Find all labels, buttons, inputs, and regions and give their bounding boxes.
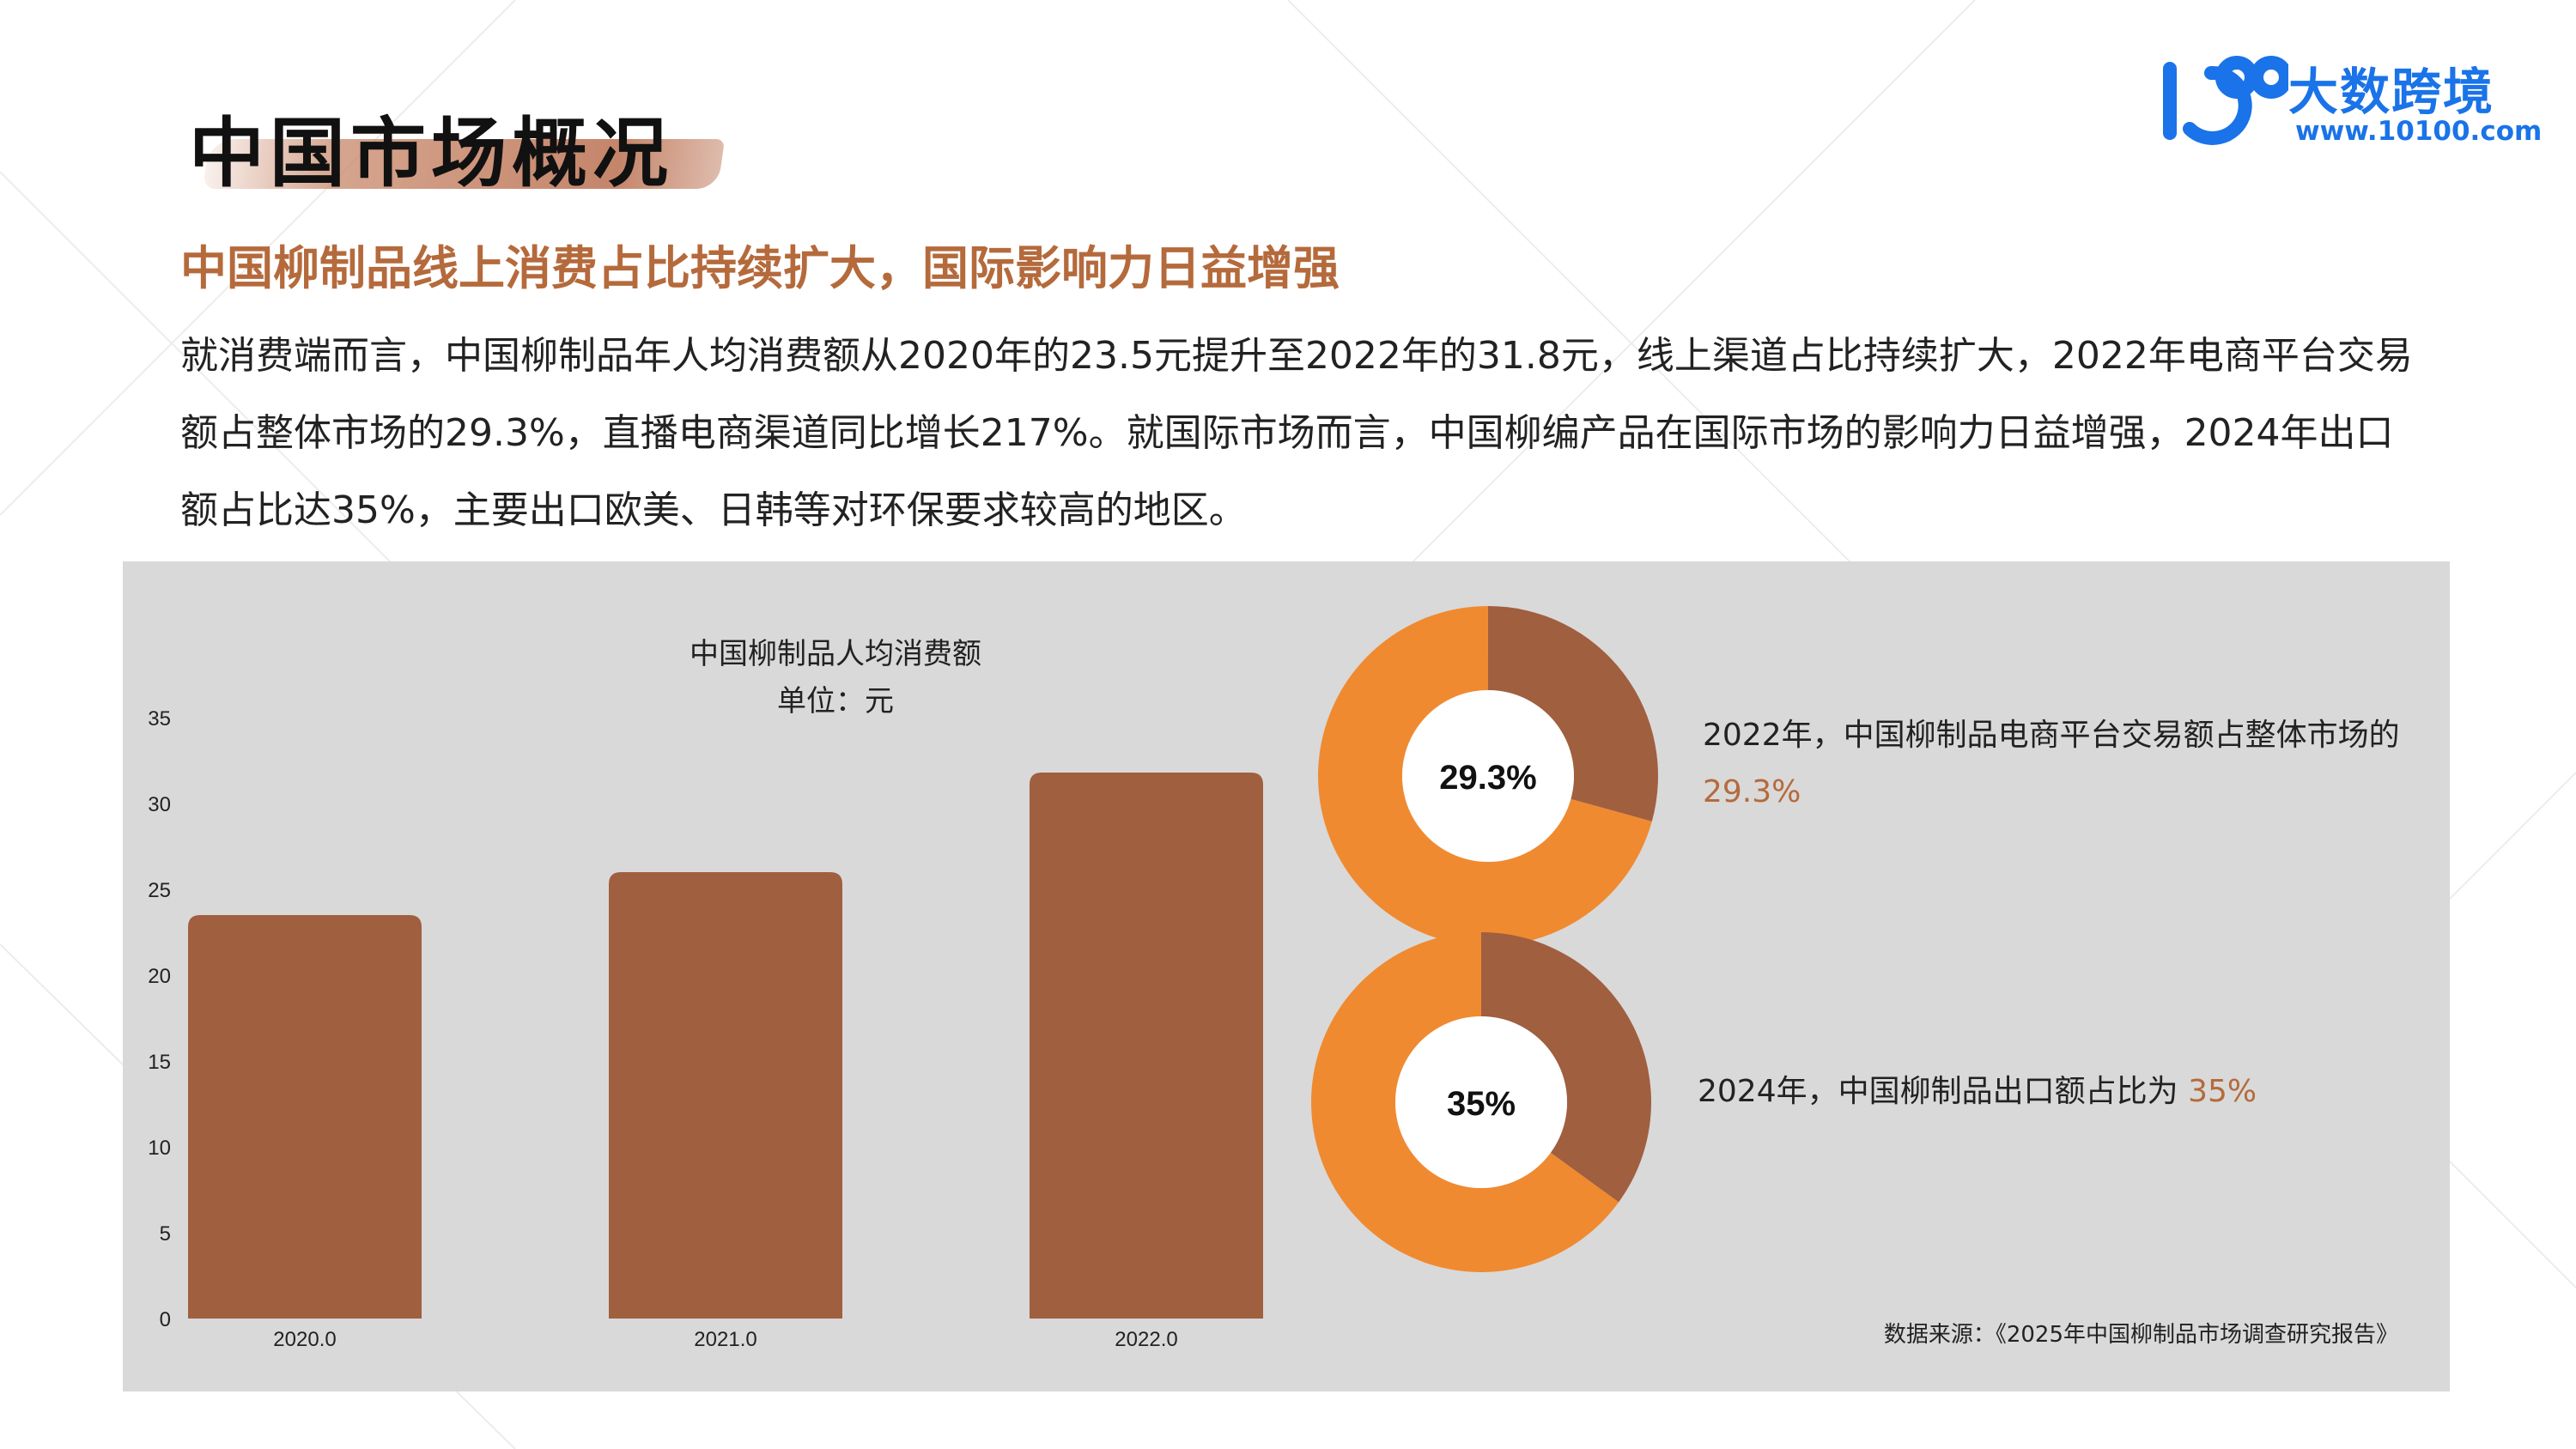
donut-1-remainder-slice [1318,606,1652,946]
donut-2-center-label: 35% [1447,1085,1516,1123]
donut-1-hole [1402,690,1574,862]
donut-caption-1: 2022年，中国柳制品电商平台交易额占整体市场的 29.3% [1703,707,2407,821]
logo-mark-icon [2163,56,2293,145]
y-tick-label: 10 [148,1137,171,1160]
donut-caption-2-value: 35% [2188,1074,2257,1109]
brand-logo: 大数跨境 www.10100.com [2151,52,2542,155]
bars [188,773,1263,1319]
bar-2021.0 [609,872,842,1319]
y-tick-label: 30 [148,793,171,816]
data-source: 数据来源：《2025年中国柳制品市场调查研究报告》 [1883,1322,2398,1348]
bar-2022.0 [1030,773,1263,1319]
y-tick-label: 0 [160,1308,171,1331]
page-title: 中国市场概况 [189,108,674,197]
y-tick-label: 25 [148,879,171,902]
chart-panel: 0 5 10 15 20 25 30 35 2020.0 2021.0 2022.0 中国柳制品人… [123,561,2450,1391]
x-tick-label: 2020.0 [273,1328,336,1351]
donut-2-hole [1395,1016,1567,1188]
donut-caption-1-value: 29.3% [1703,774,1801,809]
logo-name: 大数跨境 [2288,63,2495,121]
logo-url: www.10100.com [2295,116,2543,147]
bar-chart-title: 中国柳制品人均消费额 [690,637,981,671]
y-axis-ticks: 0 5 10 15 20 25 30 35 [148,707,171,1331]
donut-charts: 29.3% 35% [1311,606,1658,1272]
x-tick-label: 2022.0 [1115,1328,1177,1351]
donut-2-share-slice [1481,932,1651,1203]
body-paragraph: 就消费端而言，中国柳制品年人均消费额从2020年的23.5元提升至2022年的3… [180,334,2413,532]
donut-caption-1-text: 2022年，中国柳制品电商平台交易额占整体市场的 [1703,718,2400,753]
donut-1-center-label: 29.3% [1439,759,1536,797]
y-tick-label: 35 [148,707,171,731]
y-tick-label: 5 [160,1222,171,1246]
donut-caption-2-text: 2024年，中国柳制品出口额占比为 [1698,1074,2178,1109]
donut-caption-2: 2024年，中国柳制品出口额占比为 35% [1698,1064,2402,1120]
donut-2-remainder-slice [1311,932,1619,1272]
page-title-block: 中国市场概况 [176,86,726,197]
bar-2020.0 [188,915,422,1319]
bar-chart: 0 5 10 15 20 25 30 35 2020.0 2021.0 2022.0 [148,707,1263,1351]
section-subtitle: 中国柳制品线上消费占比持续扩大，国际影响力日益增强 [180,241,1340,295]
donut-1-share-slice [1488,606,1658,822]
y-tick-label: 15 [148,1051,171,1074]
x-axis-ticks: 2020.0 2021.0 2022.0 [273,1328,1177,1351]
y-tick-label: 20 [148,965,171,988]
bar-chart-unit: 单位：元 [777,684,894,718]
x-tick-label: 2021.0 [694,1328,756,1351]
